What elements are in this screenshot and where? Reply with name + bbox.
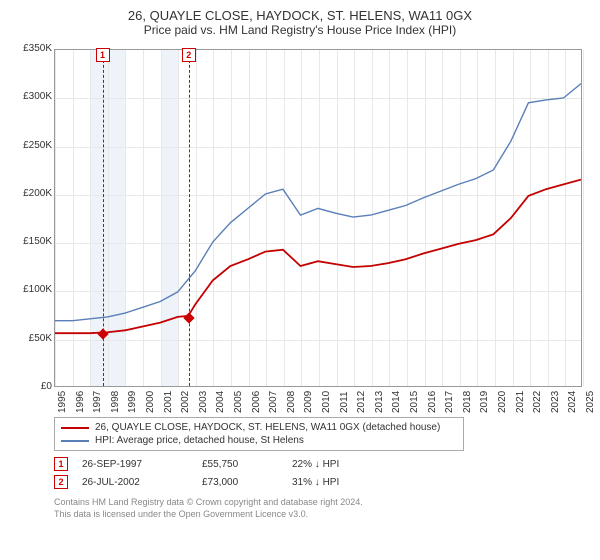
legend-label: HPI: Average price, detached house, St H… [95,435,304,446]
chart-area: 12 £0£50K£100K£150K£200K£250K£300K£350K … [12,43,588,411]
y-tick-label: £150K [12,236,52,247]
y-tick-label: £100K [12,284,52,295]
y-tick-label: £300K [12,91,52,102]
event-table: 1 26-SEP-1997£55,75022% ↓ HPI 2 26-JUL-2002… [54,455,588,491]
event-row: 2 26-JUL-2002£73,00031% ↓ HPI [54,473,588,491]
legend: 26, QUAYLE CLOSE, HAYDOCK, ST. HELENS, W… [54,417,464,451]
event-row: 1 26-SEP-1997£55,75022% ↓ HPI [54,455,588,473]
event-delta: 22% ↓ HPI [292,459,382,470]
event-delta: 31% ↓ HPI [292,477,382,488]
footnote-line2: This data is licensed under the Open Gov… [54,509,588,521]
event-badge: 1 [54,457,68,471]
event-date: 26-SEP-1997 [82,459,202,470]
legend-swatch [61,427,89,429]
y-tick-label: £250K [12,140,52,151]
series-hpi [55,84,581,321]
event-price: £55,750 [202,459,292,470]
y-tick-label: £350K [12,43,52,54]
footnote: Contains HM Land Registry data © Crown c… [54,497,588,520]
footnote-line1: Contains HM Land Registry data © Crown c… [54,497,588,509]
event-date: 26-JUL-2002 [82,477,202,488]
legend-row: 26, QUAYLE CLOSE, HAYDOCK, ST. HELENS, W… [61,421,457,434]
y-tick-label: £200K [12,188,52,199]
event-marker-1: 1 [96,48,110,62]
grid-line [583,50,584,386]
legend-swatch [61,440,89,442]
y-tick-label: £50K [12,333,52,344]
event-badge: 2 [54,475,68,489]
plot-region: 12 [54,49,582,387]
chart-title: 26, QUAYLE CLOSE, HAYDOCK, ST. HELENS, W… [12,8,588,23]
legend-row: HPI: Average price, detached house, St H… [61,434,457,447]
chart-subtitle: Price paid vs. HM Land Registry's House … [12,23,588,37]
legend-label: 26, QUAYLE CLOSE, HAYDOCK, ST. HELENS, W… [95,422,440,433]
event-marker-2: 2 [182,48,196,62]
event-price: £73,000 [202,477,292,488]
y-tick-label: £0 [12,381,52,392]
